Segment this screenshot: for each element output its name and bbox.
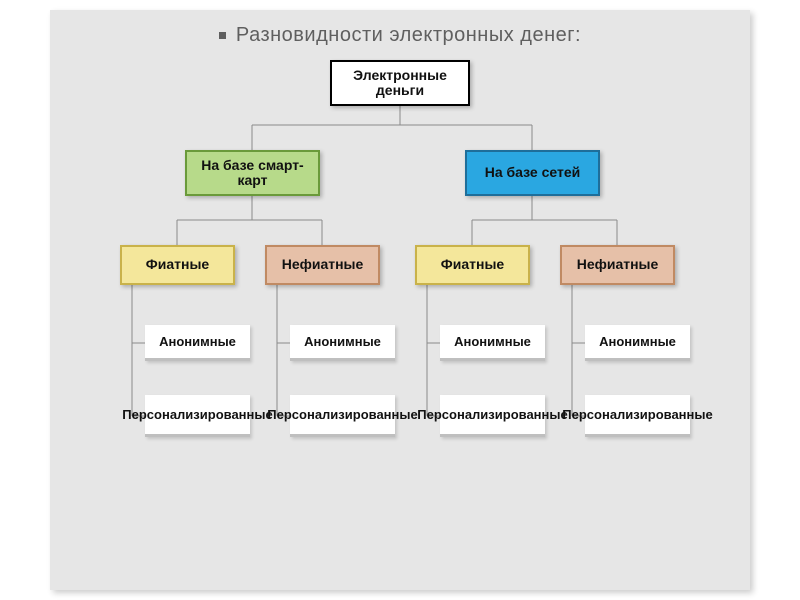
leaf-b2: Персонализированные <box>290 395 395 437</box>
node-l3a: Фиатные <box>120 245 235 285</box>
leaf-b1: Анонимные <box>290 325 395 361</box>
node-l3d: Нефиатные <box>560 245 675 285</box>
page: Разновидности электронных денег: Электро… <box>0 0 800 600</box>
leaf-c2: Персонализированные <box>440 395 545 437</box>
title-text: Разновидности электронных денег: <box>236 24 581 46</box>
node-l2b: На базе сетей <box>465 150 600 196</box>
leaf-d2: Персонализированные <box>585 395 690 437</box>
leaf-a1: Анонимные <box>145 325 250 361</box>
leaf-a2: Персонализированные <box>145 395 250 437</box>
node-l2a: На базе смарт-карт <box>185 150 320 196</box>
bullet-icon <box>219 32 226 39</box>
slide-frame: Разновидности электронных денег: Электро… <box>50 10 750 590</box>
leaf-d1: Анонимные <box>585 325 690 361</box>
node-l3b: Нефиатные <box>265 245 380 285</box>
node-root: Электронные деньги <box>330 60 470 106</box>
slide-title: Разновидности электронных денег: <box>50 24 750 47</box>
node-l3c: Фиатные <box>415 245 530 285</box>
leaf-c1: Анонимные <box>440 325 545 361</box>
